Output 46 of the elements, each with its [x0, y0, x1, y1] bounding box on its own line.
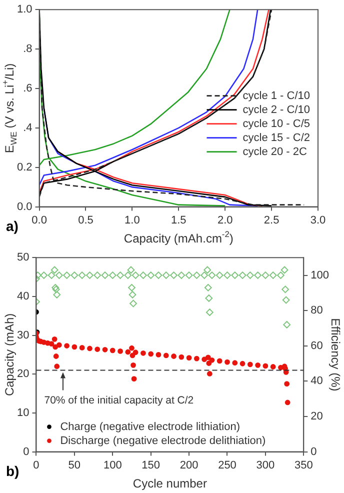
legend-label: cycle 1 - C/10: [242, 90, 310, 102]
x-tick-label: 200: [180, 459, 198, 472]
y-tick-label: .6: [23, 82, 32, 95]
y2-tick-label: 80: [310, 304, 323, 317]
y-tick-label: 40: [16, 290, 30, 302]
x-tick-label: 350: [294, 459, 313, 472]
x-tick-label: 3.0: [310, 214, 326, 226]
y-tick-label: 10: [16, 406, 30, 419]
y2-axis-title: Efficiency (%): [328, 318, 343, 392]
annotation: 70% of the initial capacity at C/2: [44, 394, 194, 406]
legend-label: Discharge (negative electrode delithiation): [60, 434, 266, 447]
y-tick-label: .8: [23, 43, 32, 56]
y-tick-label: 0.0: [16, 200, 32, 213]
y-axis-title: EWE (V vs. Li+/Li): [0, 63, 19, 154]
y-tick-label: 50: [16, 252, 30, 264]
y2-tick-label: 60: [310, 340, 323, 352]
x-tick-label: 1.5: [170, 214, 186, 226]
legend-label: cycle 15 - C/2: [242, 132, 310, 144]
y2-tick-label: 0: [310, 446, 317, 458]
x-tick-label: 1.0: [124, 214, 140, 226]
x-tick-label: 0.0: [32, 214, 47, 226]
x-tick-label: 2.5: [264, 214, 280, 226]
x-tick-label: 150: [142, 459, 160, 472]
x-tick-label: 250: [218, 459, 236, 472]
y2-tick-label: 40: [310, 375, 323, 388]
y2-tick-label: 100: [310, 269, 330, 282]
y-axis-title: Capacity (mAh): [2, 313, 16, 396]
x-tick-label: 300: [256, 459, 275, 472]
y-tick-label: 1.0: [16, 4, 32, 16]
legend-label: Charge (negative electrode lithiation): [60, 420, 240, 433]
legend-label: cycle 20 - 2C: [242, 146, 307, 158]
text: b): [6, 462, 20, 479]
y2-tick-label: 20: [310, 410, 323, 423]
y-tick-label: 0: [23, 446, 30, 458]
x-axis-title: Cycle number: [132, 476, 207, 490]
legend-label: cycle 2 - C/10: [242, 104, 310, 116]
x-tick-label: 100: [103, 459, 122, 472]
legend-label: cycle 10 - C/5: [242, 118, 310, 130]
y-tick-label: 30: [16, 329, 30, 342]
y-tick-label: .4: [23, 122, 32, 134]
x-tick-label: 50: [68, 459, 81, 472]
text: a): [6, 218, 18, 234]
y-tick-label: 0.2: [16, 161, 32, 174]
x-tick-label: 0.5: [78, 214, 94, 226]
y-tick-label: 20: [16, 368, 30, 380]
x-tick-label: 2.0: [217, 214, 233, 226]
